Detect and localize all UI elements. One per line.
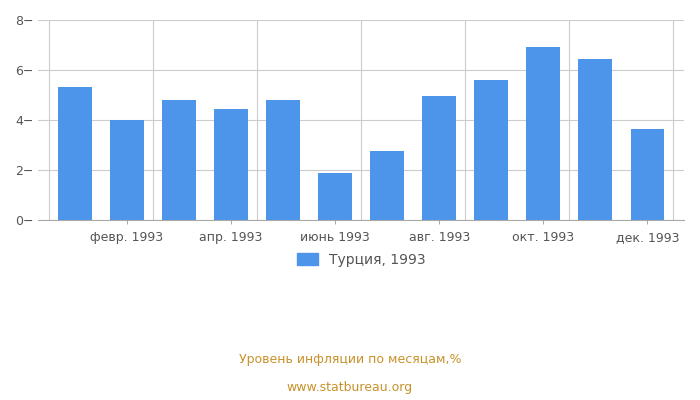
Bar (214, 108, 248, 220)
Bar (266, 100, 300, 220)
Bar (631, 128, 664, 220)
Bar (475, 80, 508, 220)
Bar (58, 87, 92, 220)
Text: Уровень инфляции по месяцам,%: Уровень инфляции по месяцам,% (239, 354, 461, 366)
Bar (422, 96, 456, 220)
Bar (526, 48, 560, 220)
Bar (162, 100, 196, 220)
Legend: Турция, 1993: Турция, 1993 (291, 247, 431, 272)
Bar (318, 173, 352, 220)
Bar (370, 151, 404, 220)
Bar (110, 120, 144, 220)
Text: www.statbureau.org: www.statbureau.org (287, 382, 413, 394)
Bar (578, 59, 612, 220)
